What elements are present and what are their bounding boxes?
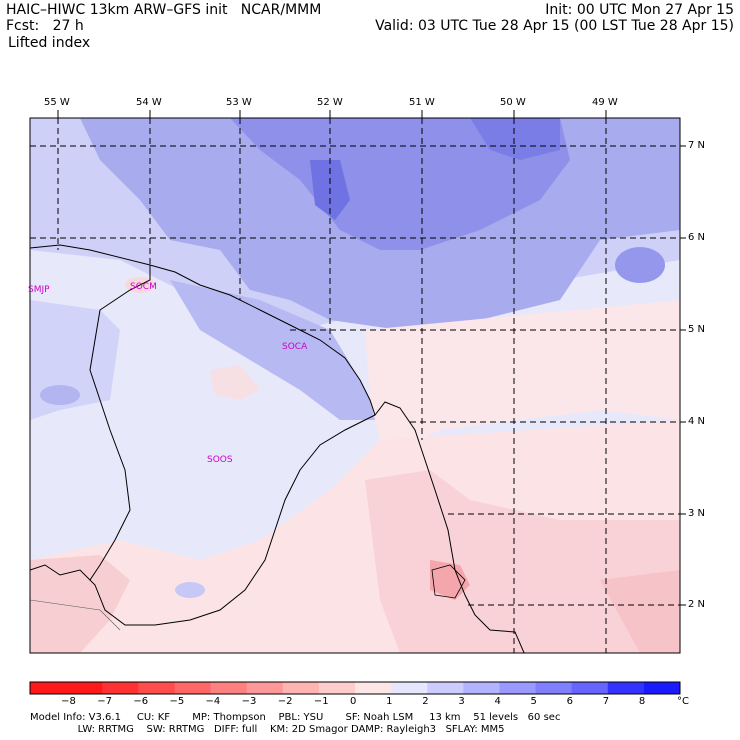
axis-ticks	[57, 110, 686, 606]
colorbar-tick: −8	[61, 696, 76, 707]
lon-label: 55 W	[44, 97, 70, 108]
station-smjp: SMJP	[28, 285, 50, 295]
colorbar-swatch	[355, 682, 392, 694]
colorbar-swatch	[282, 682, 320, 694]
lon-label: 52 W	[317, 97, 343, 108]
colorbar-swatch	[318, 682, 356, 694]
colorbar-tick: 2	[422, 696, 429, 707]
colorbar-swatch	[463, 682, 500, 694]
borders	[30, 244, 525, 653]
colorbar-tick: 3	[458, 696, 465, 707]
colorbar-swatch	[499, 682, 537, 694]
colorbar-tick: −4	[205, 696, 221, 707]
lon-label: 50 W	[500, 97, 526, 108]
model-title: HAIC–HIWC 13km ARW–GFS init NCAR/MMM	[6, 2, 322, 18]
lat-label: 3 N	[688, 508, 706, 519]
colorbar-swatch	[643, 682, 681, 694]
lat-label: 7 N	[688, 140, 706, 151]
field-name: Lifted index	[8, 35, 91, 51]
colorbar-swatch	[391, 682, 428, 694]
colorbar-swatch	[246, 682, 284, 694]
colorbar	[29, 681, 681, 695]
colorbar-tick: 1	[386, 696, 393, 707]
colorbar-tick: 8	[638, 696, 646, 707]
lon-label: 54 W	[136, 97, 162, 108]
station-soca: SOCA	[282, 342, 308, 352]
lon-label: 49 W	[592, 97, 618, 108]
valid-time: Valid: 03 UTC Tue 28 Apr 15 (00 LST Tue …	[375, 18, 734, 34]
colorbar-tick: 6	[566, 696, 574, 707]
colorbar-tick: 7	[602, 696, 610, 707]
station-soos: SOOS	[207, 455, 233, 465]
lon-label: 51 W	[409, 97, 435, 108]
station-socm: SOCM	[130, 282, 157, 292]
colorbar-tick: −3	[241, 696, 257, 707]
map-frame	[29, 117, 681, 654]
colorbar-tick: −6	[133, 696, 149, 707]
init-time: Init: 00 UTC Mon 27 Apr 15	[545, 2, 734, 18]
lat-label: 2 N	[688, 599, 706, 610]
colorbar-swatch	[427, 682, 464, 694]
colorbar-swatch	[138, 682, 175, 694]
contour-fill	[30, 118, 680, 653]
colorbar-swatch	[102, 682, 139, 694]
colorbar-tick: −2	[277, 696, 293, 707]
colorbar-swatch	[66, 682, 103, 694]
model-info-line1: Model Info: V3.6.1 CU: KF MP: Thompson P…	[30, 712, 561, 723]
model-info-line2: LW: RRTMG SW: RRTMG DIFF: full KM: 2D Sm…	[30, 724, 505, 735]
colorbar-tick: 4	[494, 696, 501, 707]
lat-label: 4 N	[688, 416, 706, 427]
colorbar-tick: 5	[530, 696, 537, 707]
lat-label: 5 N	[688, 324, 706, 335]
colorbar-swatch	[174, 682, 212, 694]
forecast-hour: Fcst: 27 h	[6, 18, 84, 34]
colorbar-swatch	[571, 682, 609, 694]
colorbar-frame	[29, 681, 681, 695]
colorbar-swatch	[607, 682, 645, 694]
colorbar-tick: −7	[97, 696, 112, 707]
colorbar-swatch	[210, 682, 248, 694]
colorbar-tick: −1	[313, 696, 329, 707]
colorbar-swatch	[30, 682, 67, 694]
colorbar-unit: °C	[677, 696, 689, 707]
colorbar-tick: −5	[169, 696, 185, 707]
colorbar-tick: 0	[350, 696, 357, 707]
graticule	[30, 118, 680, 653]
colorbar-swatch	[535, 682, 573, 694]
lat-label: 6 N	[688, 232, 706, 243]
lon-label: 53 W	[226, 97, 252, 108]
